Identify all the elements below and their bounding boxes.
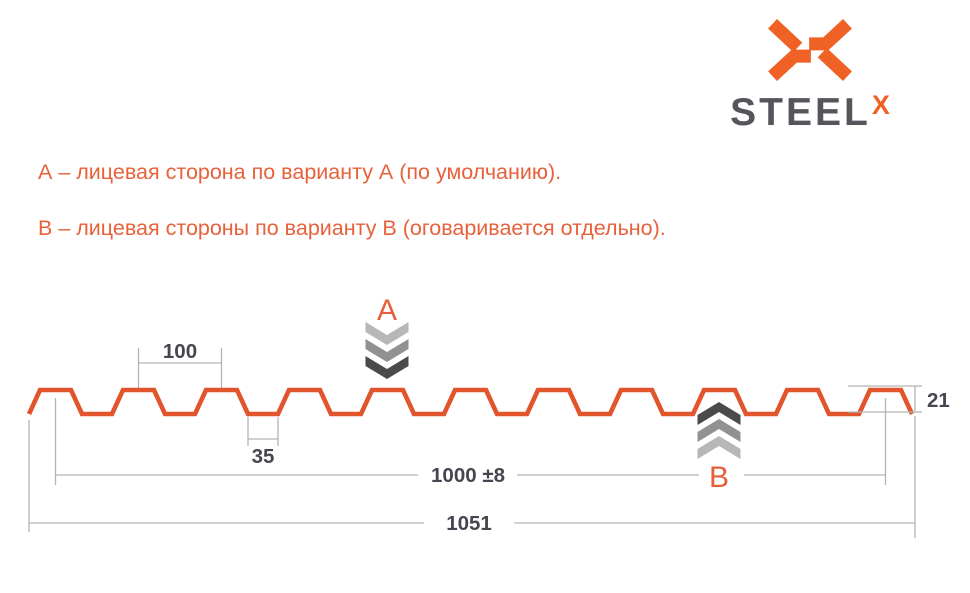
profile-diagram: 100 35 21 1000 ±8 1051 A [26, 294, 950, 538]
dim-height-label: 21 [927, 389, 950, 412]
marker-b-letter: B [709, 461, 729, 494]
dim-working-width-label: 1000 ±8 [431, 464, 505, 487]
logo-arm-bottom-right [817, 47, 852, 81]
marker-b-chevron-up-icon [697, 419, 741, 442]
marker-a-chevron-down-icon [365, 339, 409, 362]
logo-brand-sup-x: X [871, 90, 890, 120]
marker-variant-b: B [697, 402, 741, 494]
marker-b-chevron-up-icon [697, 436, 741, 459]
marker-a-letter: A [377, 294, 397, 327]
logo-ribbon-lower [768, 49, 811, 81]
dim-rib-pitch: 100 [137, 340, 223, 388]
logo-ribbon-upper [809, 19, 852, 51]
variant-a-note: А – лицевая сторона по варианту А (по ум… [38, 160, 562, 184]
logo-arm-top-left [768, 19, 803, 53]
logo-wordmark: STEELX [695, 90, 925, 134]
dim-overall-width: 1051 [28, 416, 916, 538]
dim-profile-height: 21 [848, 385, 950, 413]
steelx-x-icon [768, 19, 852, 81]
marker-a-chevron-down-icon [365, 322, 409, 345]
variant-b-note: В – лицевая стороны по варианту В (огова… [38, 216, 666, 240]
logo-brand-text: STEEL [730, 91, 871, 134]
marker-b-chevron-up-icon [697, 402, 741, 425]
dim-overall-width-label: 1051 [446, 512, 492, 535]
dim-bottom-flat-label: 35 [252, 445, 275, 468]
marker-a-chevron-down-icon [365, 356, 409, 379]
steelx-logo: STEELX [695, 16, 925, 132]
dim-working-width: 1000 ±8 [54, 398, 887, 487]
profile-outline [26, 387, 915, 417]
marker-variant-a: A [365, 294, 409, 379]
dim-bottom-flat: 35 [247, 417, 279, 468]
dim-rib-pitch-label: 100 [163, 340, 197, 363]
